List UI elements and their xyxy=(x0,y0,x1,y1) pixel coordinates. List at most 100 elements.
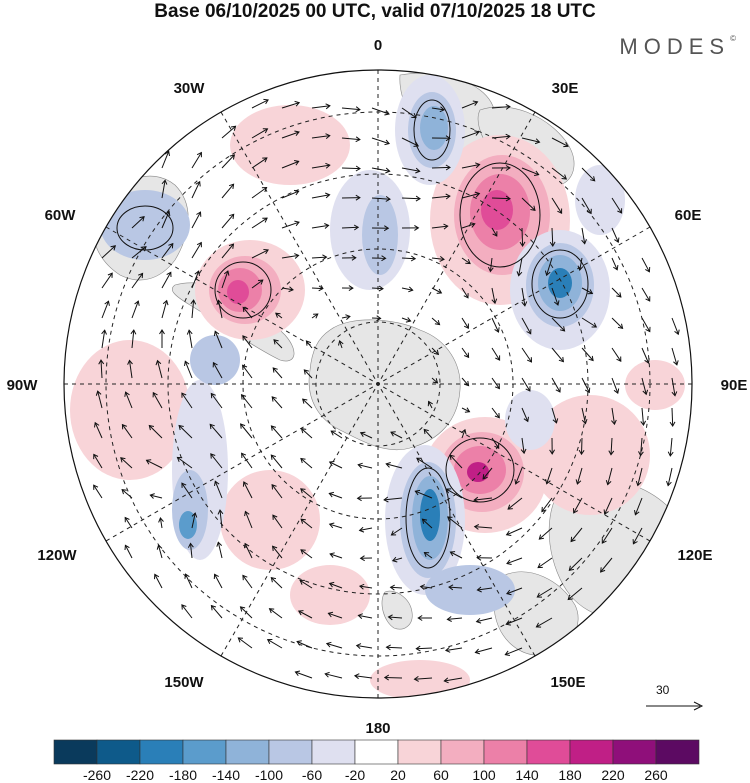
wind-vector-head xyxy=(288,286,294,293)
wind-vector xyxy=(447,617,463,620)
wind-vector xyxy=(401,197,421,200)
wind-vector xyxy=(121,489,133,499)
wind-vector xyxy=(611,197,623,214)
wind-vector-head xyxy=(359,555,365,562)
wind-vector xyxy=(506,557,523,564)
wind-vector-head xyxy=(229,213,235,220)
wind-vector xyxy=(281,287,294,291)
wind-vector-head xyxy=(416,457,422,463)
wind-vector xyxy=(521,167,539,176)
wind-vector xyxy=(581,287,593,294)
colorbar-tick-label: -140 xyxy=(211,767,241,783)
wind-vector xyxy=(131,273,144,289)
wind-vector xyxy=(188,330,193,349)
wind-vector xyxy=(161,180,166,199)
colorbar-tick-label: -60 xyxy=(301,767,323,783)
wind-vector-head xyxy=(385,167,391,174)
wind-vector-head xyxy=(505,165,511,171)
wind-vector-head xyxy=(545,478,551,485)
colorbar-tick-label: 100 xyxy=(472,767,496,783)
colorbar-swatch xyxy=(440,739,485,765)
lon-label-90e: 90E xyxy=(721,377,748,394)
wind-vector xyxy=(240,606,253,619)
colorbar-swatch xyxy=(96,739,141,765)
wind-vector xyxy=(461,317,469,329)
lon-label-150w: 150W xyxy=(164,674,204,691)
wind-vector-head xyxy=(667,451,674,457)
colorbar-tick-label: -180 xyxy=(168,767,198,783)
wind-vector xyxy=(461,287,469,299)
wind-vector xyxy=(300,458,313,469)
wind-vector-head xyxy=(275,312,281,318)
wind-vector xyxy=(447,516,463,529)
wind-vector xyxy=(477,587,493,591)
wind-vector-head xyxy=(526,329,532,335)
wind-vector-head xyxy=(591,322,598,328)
wind-vector-head xyxy=(178,424,184,431)
wind-vector-head xyxy=(104,300,110,306)
wind-vector-head xyxy=(181,482,187,488)
wind-vector xyxy=(371,137,390,145)
wind-vector-head xyxy=(325,162,331,169)
wind-vector-head xyxy=(384,139,390,146)
wind-vector-head xyxy=(124,516,130,523)
wind-vector xyxy=(358,614,373,619)
wind-vector-head xyxy=(589,176,596,182)
wind-vector xyxy=(401,107,417,119)
wind-vectors xyxy=(93,98,680,684)
wind-vector-head xyxy=(383,225,390,232)
wind-vector-head xyxy=(443,677,449,684)
wind-vector xyxy=(101,330,106,349)
wind-vector xyxy=(329,492,343,499)
wind-vector-head xyxy=(328,461,335,467)
wind-vector-head xyxy=(603,509,609,515)
wind-vector xyxy=(482,467,493,480)
wind-vector xyxy=(538,527,553,540)
wind-vector-head xyxy=(463,323,469,329)
colorbar-swatch xyxy=(53,739,98,765)
wind-vector xyxy=(568,557,583,571)
wind-vector xyxy=(521,347,532,363)
wind-vector xyxy=(281,131,300,139)
wind-vector-head xyxy=(433,349,440,356)
wind-vector xyxy=(221,243,234,259)
wind-vector xyxy=(273,339,283,349)
wind-vector-head xyxy=(93,484,99,490)
wind-vector xyxy=(93,484,103,499)
wind-vector xyxy=(244,511,253,529)
wind-vector xyxy=(241,453,253,469)
wind-vector-head xyxy=(329,552,335,558)
wind-vector-head xyxy=(294,220,300,227)
wind-vector xyxy=(152,392,163,409)
wind-vector xyxy=(551,197,563,214)
wind-vector xyxy=(148,425,163,439)
wind-vector-head xyxy=(124,544,130,551)
wind-vector xyxy=(311,224,329,229)
wind-vector-head xyxy=(390,530,397,536)
wind-vector-head xyxy=(575,479,582,485)
wind-vector-head xyxy=(473,496,479,503)
wind-vector-head xyxy=(305,340,312,346)
wind-vector xyxy=(611,407,615,425)
wind-vector-head xyxy=(355,165,361,172)
graticule xyxy=(64,70,692,698)
wind-vector-head xyxy=(439,106,446,113)
wind-vector xyxy=(641,317,651,332)
wind-vector-head xyxy=(635,480,642,487)
wind-vector-head xyxy=(355,643,362,649)
wind-vector xyxy=(311,194,330,199)
wind-vector-head xyxy=(184,573,190,579)
wind-vector xyxy=(491,227,498,237)
wind-vector xyxy=(581,167,596,182)
wind-vector-head xyxy=(601,538,607,544)
wind-vector-head xyxy=(237,637,244,643)
wind-vector-head xyxy=(328,522,335,529)
wind-vector-head xyxy=(244,510,250,517)
wind-vector-head xyxy=(673,360,679,366)
wind-vector-head xyxy=(464,407,471,413)
wind-vector xyxy=(431,225,448,229)
wind-vector xyxy=(581,317,597,328)
wind-vector-head xyxy=(423,428,429,435)
lon-label-180: 180 xyxy=(365,720,390,737)
wind-vector-head xyxy=(487,266,494,273)
